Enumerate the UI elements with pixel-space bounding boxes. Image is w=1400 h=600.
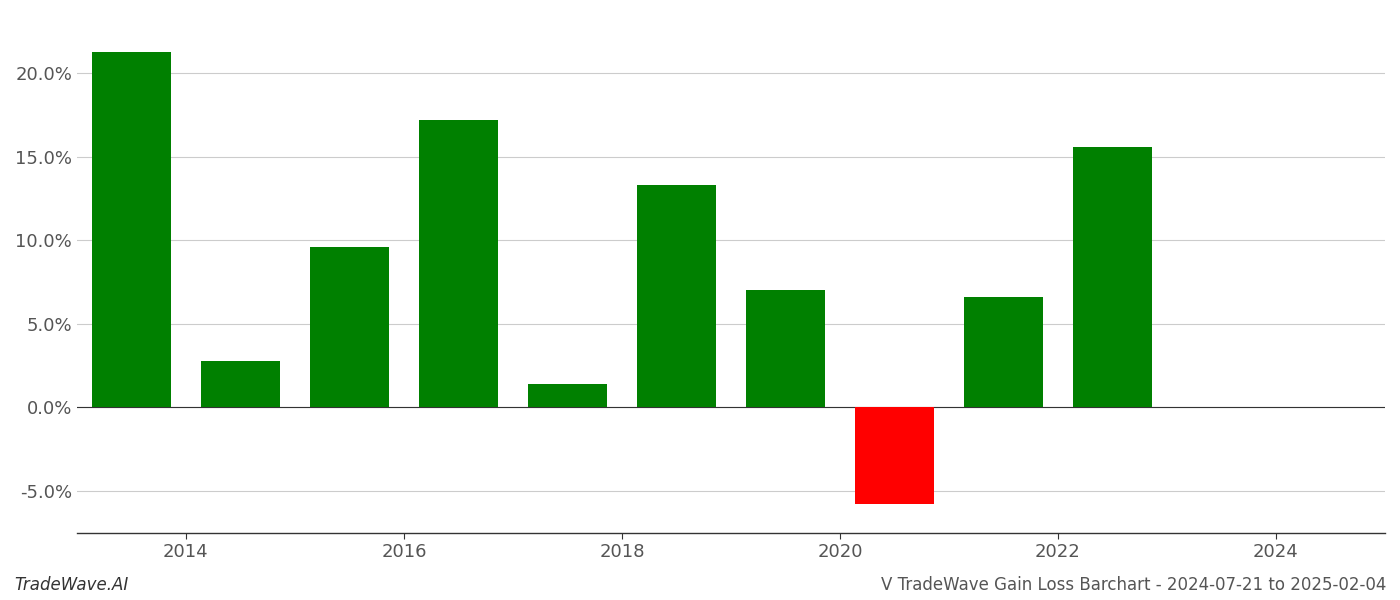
Text: V TradeWave Gain Loss Barchart - 2024-07-21 to 2025-02-04: V TradeWave Gain Loss Barchart - 2024-07… [881,576,1386,594]
Text: TradeWave.AI: TradeWave.AI [14,576,129,594]
Bar [746,290,825,407]
Bar [855,407,934,504]
Bar [419,120,497,407]
Bar [965,297,1043,407]
Bar [528,384,606,407]
Bar [637,185,715,407]
Bar [1074,147,1152,407]
Bar [311,247,389,407]
Bar [92,52,171,407]
Bar [202,361,280,407]
